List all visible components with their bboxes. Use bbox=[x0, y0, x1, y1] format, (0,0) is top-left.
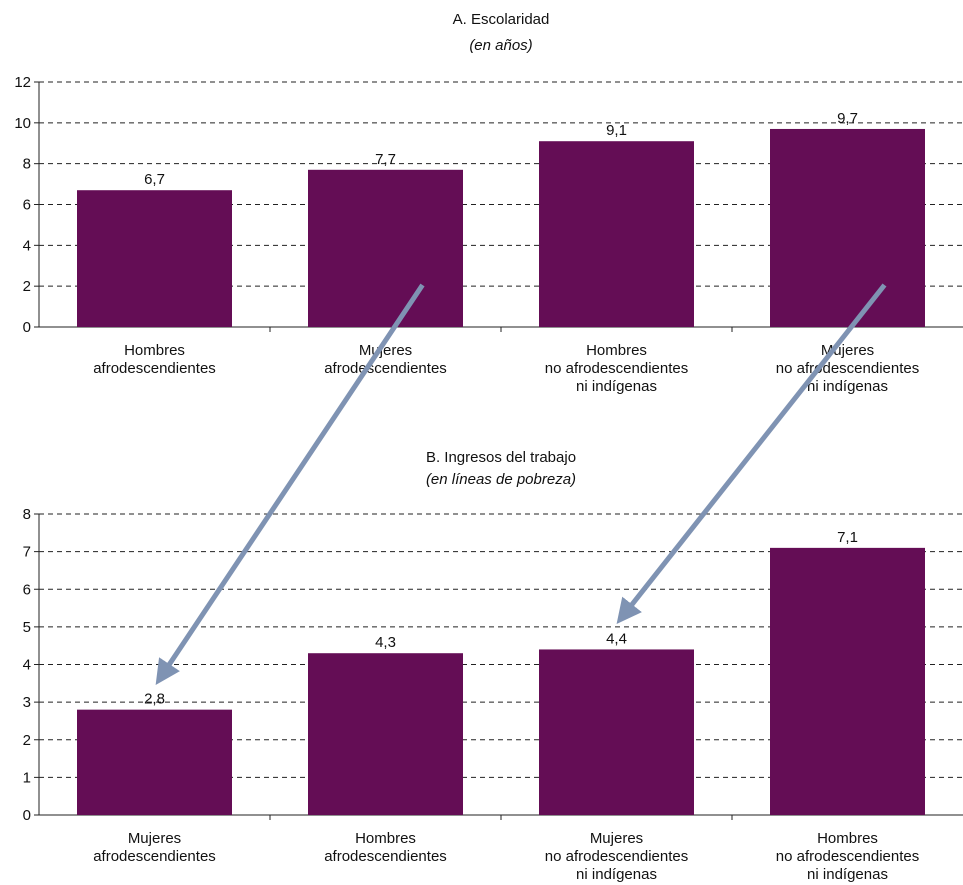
panel-a-escolaridad: A. Escolaridad (en años) 0 2 4 6 8 10 12 6,7 Hombr… bbox=[14, 11, 963, 395]
data-label-a-3: 9,1 bbox=[606, 122, 627, 139]
category-label-a-2: Mujeres bbox=[359, 342, 412, 359]
category-label-b-4: no afrodescendientes bbox=[776, 848, 919, 865]
y-tick-label-a: 4 bbox=[23, 237, 31, 254]
bar-b-1 bbox=[77, 709, 232, 815]
bar-a-3 bbox=[539, 141, 694, 327]
y-tick-label-b: 1 bbox=[23, 769, 31, 786]
category-label-b-4: ni indígenas bbox=[807, 866, 888, 883]
y-tick-label-b: 6 bbox=[23, 581, 31, 598]
y-tick-label-a: 6 bbox=[23, 197, 31, 214]
arrow-2 bbox=[616, 283, 887, 625]
y-tick-label-a: 0 bbox=[23, 319, 31, 336]
arrow-annotations bbox=[155, 283, 887, 685]
arrow-1 bbox=[155, 283, 425, 685]
category-label-b-1: Mujeres bbox=[128, 830, 181, 847]
category-label-a-4: no afrodescendientes bbox=[776, 360, 919, 377]
category-label-b-4: Hombres bbox=[817, 830, 878, 847]
y-tick-label-b: 0 bbox=[23, 807, 31, 824]
chart-subtitle-a: (en años) bbox=[469, 37, 532, 54]
data-label-b-2: 4,3 bbox=[375, 634, 396, 651]
category-label-a-1: afrodescendientes bbox=[93, 360, 216, 377]
bar-a-1 bbox=[77, 190, 232, 327]
y-tick-label-b: 3 bbox=[23, 694, 31, 711]
y-tick-label-b: 4 bbox=[23, 657, 31, 674]
bar-a-4 bbox=[770, 128, 925, 327]
chart-title-b: B. Ingresos del trabajo bbox=[426, 449, 576, 466]
y-tick-label-a: 12 bbox=[14, 74, 31, 91]
category-label-a-3: Hombres bbox=[586, 342, 647, 359]
bar-b-2 bbox=[308, 653, 463, 815]
bar-b-3 bbox=[539, 649, 694, 815]
y-tick-label-b: 5 bbox=[23, 619, 31, 636]
bar-a-2 bbox=[308, 169, 463, 327]
y-tick-label-b: 8 bbox=[23, 506, 31, 523]
category-label-b-3: ni indígenas bbox=[576, 866, 657, 883]
bar-b-4 bbox=[770, 547, 925, 815]
category-label-a-4: ni indígenas bbox=[807, 378, 888, 395]
category-label-b-2: Hombres bbox=[355, 830, 416, 847]
data-label-a-4: 9,7 bbox=[837, 110, 858, 127]
category-label-a-3: ni indígenas bbox=[576, 378, 657, 395]
data-label-b-1: 2,8 bbox=[144, 691, 165, 708]
y-tick-label-b: 7 bbox=[23, 544, 31, 561]
panel-b-ingresos: B. Ingresos del trabajo (en líneas de pob… bbox=[23, 449, 963, 883]
y-tick-label-a: 8 bbox=[23, 156, 31, 173]
chart-title-a: A. Escolaridad bbox=[453, 11, 550, 28]
y-tick-label-b: 2 bbox=[23, 732, 31, 749]
data-label-a-1: 6,7 bbox=[144, 171, 165, 188]
data-label-b-4: 7,1 bbox=[837, 529, 858, 546]
category-label-a-2: afrodescendientes bbox=[324, 360, 447, 377]
category-label-b-2: afrodescendientes bbox=[324, 848, 447, 865]
data-label-a-2: 7,7 bbox=[375, 151, 396, 168]
data-label-b-3: 4,4 bbox=[606, 630, 627, 647]
chart-subtitle-b: (en líneas de pobreza) bbox=[426, 471, 576, 488]
category-label-b-1: afrodescendientes bbox=[93, 848, 216, 865]
category-label-a-3: no afrodescendientes bbox=[545, 360, 688, 377]
y-tick-label-a: 10 bbox=[14, 115, 31, 132]
category-label-a-1: Hombres bbox=[124, 342, 185, 359]
category-label-b-3: Mujeres bbox=[590, 830, 643, 847]
category-label-b-3: no afrodescendientes bbox=[545, 848, 688, 865]
y-tick-label-a: 2 bbox=[23, 278, 31, 295]
